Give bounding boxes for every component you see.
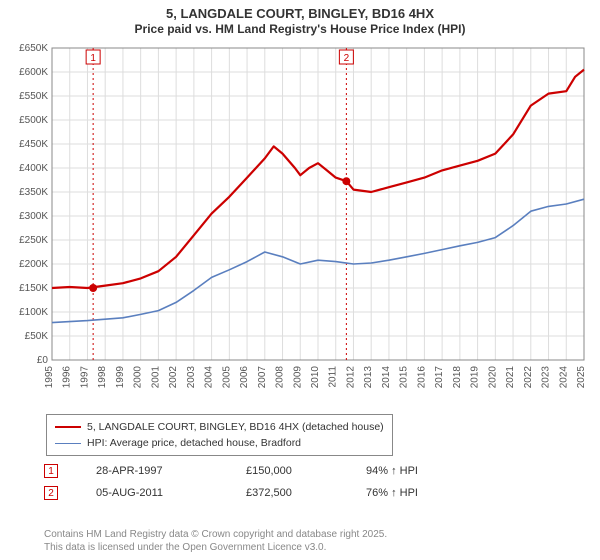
transaction-hpi: 94% ↑ HPI	[366, 465, 486, 477]
x-tick-label: 2007	[257, 366, 268, 389]
attribution: Contains HM Land Registry data © Crown c…	[44, 529, 387, 554]
x-tick-label: 2014	[381, 366, 392, 389]
event-marker-label: 2	[344, 53, 350, 64]
chart-title-block: 5, LANGDALE COURT, BINGLEY, BD16 4HX Pri…	[0, 0, 600, 36]
x-tick-label: 2004	[204, 366, 215, 389]
x-tick-label: 2006	[239, 366, 250, 389]
transaction-date: 28-APR-1997	[96, 465, 216, 477]
x-tick-label: 1998	[97, 366, 108, 389]
y-tick-label: £100K	[19, 307, 48, 318]
x-tick-label: 2003	[186, 366, 197, 389]
x-tick-label: 2010	[310, 366, 321, 389]
x-tick-label: 2011	[328, 366, 339, 388]
x-tick-label: 2021	[505, 366, 516, 389]
y-tick-label: £50K	[25, 331, 49, 342]
x-tick-label: 2008	[275, 366, 286, 389]
price-chart: £0 £50K £100K £150K £200K £250K £300K £350K £400…	[8, 42, 592, 402]
y-tick-label: £400K	[19, 163, 48, 174]
x-tick-label: 2013	[363, 366, 374, 389]
transaction-row: 2 05-AUG-2011 £372,500 76% ↑ HPI	[44, 482, 486, 504]
x-tick-label: 2005	[221, 366, 232, 389]
x-tick-label: 1996	[62, 366, 73, 389]
x-tick-label: 2015	[399, 366, 410, 389]
legend-item: 5, LANGDALE COURT, BINGLEY, BD16 4HX (de…	[55, 419, 384, 435]
transaction-marker-num: 2	[44, 486, 58, 500]
transaction-marker-num: 1	[44, 464, 58, 478]
x-tick-label: 1999	[115, 366, 126, 389]
x-tick-label: 2020	[487, 366, 498, 389]
y-tick-label: £450K	[19, 139, 48, 150]
legend-label: 5, LANGDALE COURT, BINGLEY, BD16 4HX (de…	[87, 421, 384, 433]
legend-swatch	[55, 426, 81, 428]
legend-swatch	[55, 443, 81, 444]
x-tick-label: 2019	[470, 366, 481, 389]
y-tick-label: £500K	[19, 115, 48, 126]
attribution-line: Contains HM Land Registry data © Crown c…	[44, 529, 387, 542]
y-tick-label: £150K	[19, 283, 48, 294]
x-tick-label: 2018	[452, 366, 463, 389]
chart-container: £0 £50K £100K £150K £200K £250K £300K £350K £400…	[8, 42, 592, 402]
x-tick-label: 1997	[79, 366, 90, 389]
chart-title-sub: Price paid vs. HM Land Registry's House …	[0, 22, 600, 36]
x-tick-label: 2025	[576, 366, 587, 389]
transaction-hpi: 76% ↑ HPI	[366, 487, 486, 499]
y-tick-label: £550K	[19, 91, 48, 102]
x-tick-label: 2001	[150, 366, 161, 389]
legend-item: HPI: Average price, detached house, Brad…	[55, 435, 384, 451]
y-tick-label: £250K	[19, 235, 48, 246]
x-tick-label: 2000	[133, 366, 144, 389]
x-tick-label: 2002	[168, 366, 179, 389]
attribution-line: This data is licensed under the Open Gov…	[44, 542, 387, 555]
transactions-table: 1 28-APR-1997 £150,000 94% ↑ HPI 2 05-AUG-201…	[44, 460, 486, 504]
x-tick-label: 1995	[44, 366, 55, 389]
y-tick-label: £200K	[19, 259, 48, 270]
x-tick-label: 2016	[416, 366, 427, 389]
legend-label: HPI: Average price, detached house, Brad…	[87, 437, 301, 449]
x-tick-label: 2017	[434, 366, 445, 389]
transaction-row: 1 28-APR-1997 £150,000 94% ↑ HPI	[44, 460, 486, 482]
legend: 5, LANGDALE COURT, BINGLEY, BD16 4HX (de…	[46, 414, 393, 456]
y-tick-label: £600K	[19, 67, 48, 78]
y-tick-label: £650K	[19, 43, 48, 54]
x-tick-label: 2009	[292, 366, 303, 389]
event-marker-label: 1	[90, 53, 96, 64]
transaction-date: 05-AUG-2011	[96, 487, 216, 499]
x-tick-label: 2022	[523, 366, 534, 389]
y-tick-label: £0	[37, 355, 49, 366]
x-tick-label: 2023	[541, 366, 552, 389]
y-tick-label: £300K	[19, 211, 48, 222]
chart-title-main: 5, LANGDALE COURT, BINGLEY, BD16 4HX	[0, 6, 600, 21]
transaction-price: £150,000	[246, 465, 336, 477]
x-tick-label: 2024	[558, 366, 569, 389]
x-tick-label: 2012	[345, 366, 356, 389]
y-tick-label: £350K	[19, 187, 48, 198]
transaction-price: £372,500	[246, 487, 336, 499]
